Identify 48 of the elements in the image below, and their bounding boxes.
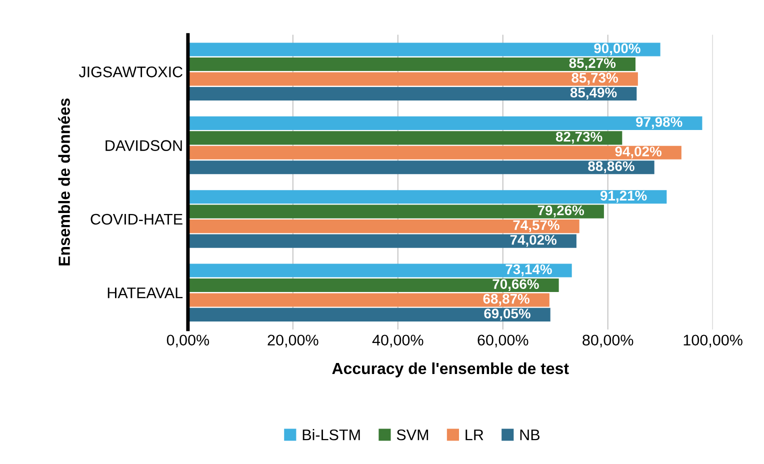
bar	[188, 234, 576, 248]
bar	[188, 220, 580, 234]
data-label: 91,21%	[600, 190, 647, 203]
y-tick-label: COVID-HATE	[90, 214, 182, 225]
y-tick-label: HATEAVAL	[108, 288, 183, 298]
bar	[188, 116, 702, 130]
data-label: 88,86%	[588, 161, 634, 174]
bar	[188, 264, 572, 278]
bar	[188, 131, 622, 145]
data-label: 90,00%	[594, 43, 640, 56]
data-label: 69,05%	[484, 308, 530, 320]
x-tick-label: 0,00%	[166, 334, 210, 348]
data-label: 79,26%	[538, 205, 584, 218]
x-tick-label: 40,00%	[372, 334, 424, 348]
bar	[188, 204, 604, 218]
x-axis-title: Accuracy de l'ensemble de test	[332, 362, 569, 378]
data-label: 68,87%	[483, 294, 530, 306]
bar	[188, 86, 637, 101]
bar	[188, 160, 654, 174]
x-tick-label: 20,00%	[268, 334, 318, 348]
bar	[188, 72, 638, 86]
x-tick-label: 60,00%	[478, 334, 528, 348]
data-label: 85,27%	[569, 58, 616, 70]
data-label: 74,57%	[513, 220, 560, 232]
data-label: 85,49%	[570, 88, 617, 100]
legend-label: LR	[466, 430, 484, 440]
bar	[188, 278, 559, 292]
bar	[188, 57, 636, 72]
bar	[188, 42, 660, 56]
data-label: 70,66%	[492, 279, 539, 291]
data-label: 85,73%	[572, 72, 618, 85]
data-label: 94,02%	[615, 146, 662, 158]
y-tick-label: DAVIDSON	[106, 140, 182, 151]
bar	[188, 190, 667, 204]
legend-label: SVM	[396, 429, 428, 440]
legend-label: NB	[520, 430, 540, 440]
y-axis-title: Ensemble de données	[58, 98, 70, 266]
data-label: 97,98%	[636, 117, 682, 129]
bar	[188, 293, 550, 307]
bar	[188, 146, 682, 160]
bar	[188, 308, 550, 322]
data-label: 82,73%	[556, 132, 602, 144]
data-label: 74,02%	[510, 234, 557, 247]
x-tick-label: 80,00%	[582, 334, 634, 348]
y-tick-label: JIGSAWTOXIC	[78, 66, 182, 78]
x-tick-label: 100,00%	[684, 334, 742, 348]
legend-label: Bi-LSTM	[302, 429, 360, 440]
data-label: 73,14%	[506, 264, 552, 276]
